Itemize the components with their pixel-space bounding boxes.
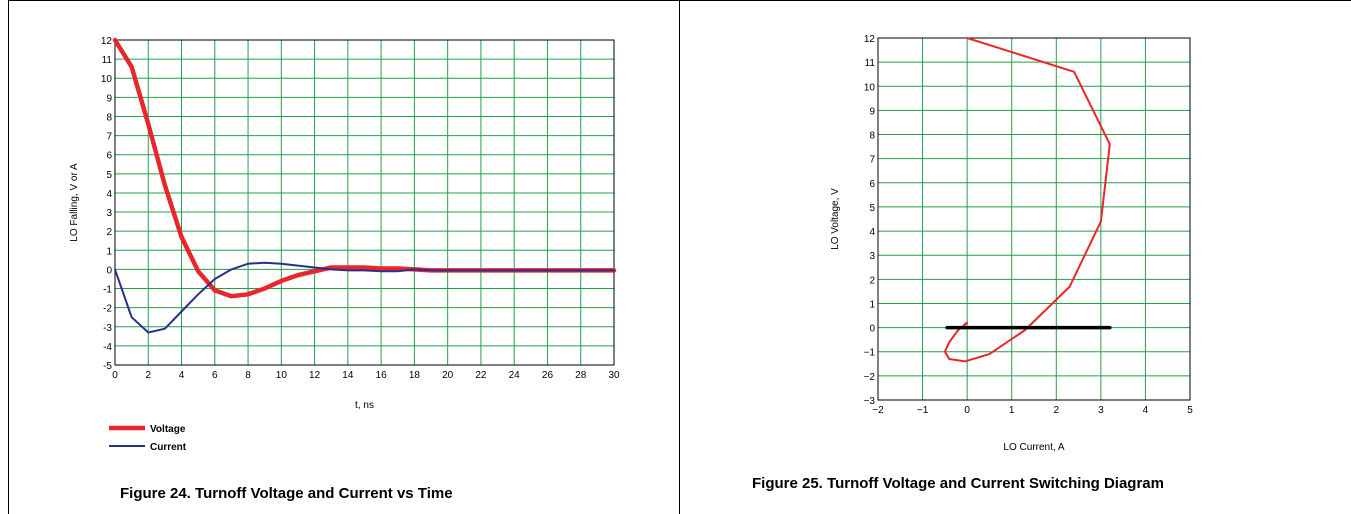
x-tick-label: 30 xyxy=(608,370,620,381)
x-tick-label: 6 xyxy=(212,370,218,381)
y-tick-label: 12 xyxy=(101,36,113,47)
legend-label: Voltage xyxy=(150,424,186,435)
x-tick-label: 22 xyxy=(475,370,487,381)
x-tick-label: −1 xyxy=(917,405,929,416)
y-tick-label: -5 xyxy=(103,361,112,372)
y-tick-label: -4 xyxy=(103,342,112,353)
x-tick-label: 10 xyxy=(276,370,288,381)
x-tick-label: 12 xyxy=(309,370,321,381)
y-tick-label: 6 xyxy=(106,151,112,162)
y-tick-label: 4 xyxy=(106,189,112,200)
y-tick-label: 3 xyxy=(869,251,875,262)
y-tick-label: -2 xyxy=(103,304,112,315)
y-tick-label: 12 xyxy=(864,34,876,45)
x-tick-label: −2 xyxy=(872,405,884,416)
y-tick-label: 6 xyxy=(869,179,875,190)
x-tick-label: 4 xyxy=(179,370,185,381)
y-tick-label: 1 xyxy=(869,299,875,310)
x-tick-label: 20 xyxy=(442,370,454,381)
x-tick-label: 26 xyxy=(542,370,554,381)
y-tick-label: 0 xyxy=(869,324,875,335)
y-tick-label: 8 xyxy=(106,112,112,123)
x-tick-label: 8 xyxy=(245,370,251,381)
y-tick-label: 9 xyxy=(106,93,112,104)
y-tick-label: −1 xyxy=(864,348,876,359)
x-tick-label: 5 xyxy=(1187,405,1193,416)
figure-24-panel: 0 2 4 6 8 10 12 14 16 18 20 22 24 26 28 30 -5 -4 -3 -2 -1 0 1 2… xyxy=(8,0,680,514)
y-tick-label: 0 xyxy=(106,265,112,276)
x-tick-label: 3 xyxy=(1098,405,1104,416)
x-tick-label: 2 xyxy=(1054,405,1060,416)
x-tick-label: 0 xyxy=(112,370,118,381)
y-tick-label: 7 xyxy=(106,132,112,143)
y-tick-label: 2 xyxy=(106,227,112,238)
y-tick-label: 4 xyxy=(869,227,875,238)
y-tick-label: 2 xyxy=(869,275,875,286)
x-tick-label: 28 xyxy=(575,370,587,381)
x-tick-label: 14 xyxy=(342,370,354,381)
y-tick-label: 8 xyxy=(869,131,875,142)
y-tick-label: −3 xyxy=(864,396,876,407)
y-tick-label: -1 xyxy=(103,285,112,296)
legend-label: Current xyxy=(150,442,187,453)
y-tick-label: 9 xyxy=(869,106,875,117)
y-axis-label: LO Falling, V or A xyxy=(69,163,80,242)
figure-24-caption: Figure 24. Turnoff Voltage and Current v… xyxy=(120,485,453,502)
y-tick-label: 3 xyxy=(106,208,112,219)
x-tick-label: 16 xyxy=(376,370,388,381)
x-tick-label: 24 xyxy=(509,370,521,381)
y-tick-label: 10 xyxy=(864,82,876,93)
x-tick-label: 1 xyxy=(1009,405,1015,416)
x-tick-label: 18 xyxy=(409,370,421,381)
x-axis-label: t, ns xyxy=(355,400,374,411)
y-axis-label: LO Voltage, V xyxy=(830,188,841,250)
y-tick-label: 1 xyxy=(106,246,112,257)
y-tick-label: −2 xyxy=(864,372,876,383)
figure-25-panel: −2 −1 0 1 2 3 4 5 −3 −2 −1 0 1 2 3 4 5 6 7 8 9 10 11 12 LO Curre… xyxy=(680,0,1351,514)
y-tick-label: 7 xyxy=(869,155,875,166)
plot-frame xyxy=(877,37,1191,401)
plot-frame xyxy=(114,39,615,366)
y-tick-label: 11 xyxy=(102,55,113,66)
switching-trajectory-line xyxy=(943,37,1111,363)
y-tick-label: 5 xyxy=(869,203,875,214)
y-tick-label: 11 xyxy=(865,58,876,69)
x-tick-label: 2 xyxy=(145,370,151,381)
x-tick-label: 0 xyxy=(964,405,970,416)
y-tick-label: 5 xyxy=(106,170,112,181)
y-tick-label: 10 xyxy=(101,74,113,85)
figure-25-caption: Figure 25. Turnoff Voltage and Current S… xyxy=(752,475,1164,492)
figure-24-chart: 0 2 4 6 8 10 12 14 16 18 20 22 24 26 28 30-5-4-3-2-1012… xyxy=(69,36,620,453)
y-tick-label: -3 xyxy=(103,323,112,334)
x-tick-label: 4 xyxy=(1143,405,1149,416)
x-axis-label: LO Current, A xyxy=(1003,442,1064,453)
current-series-line xyxy=(114,261,615,334)
